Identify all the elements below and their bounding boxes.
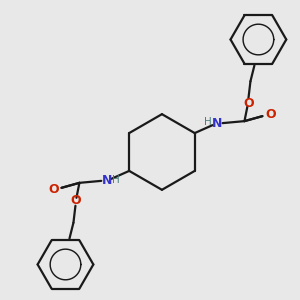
Text: H: H xyxy=(112,175,120,185)
Text: N: N xyxy=(212,117,222,130)
Text: H: H xyxy=(204,117,212,127)
Text: O: O xyxy=(48,183,59,196)
Text: O: O xyxy=(70,194,81,207)
Text: N: N xyxy=(102,174,112,188)
Text: O: O xyxy=(265,108,276,121)
Text: O: O xyxy=(243,97,254,110)
